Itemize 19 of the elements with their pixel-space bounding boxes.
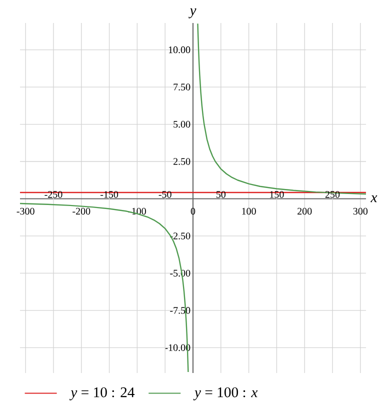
y-tick-label: 2.50	[173, 158, 190, 165]
x2-tick-label: 50	[216, 191, 226, 198]
legend-label: y = 10 : 24	[69, 387, 135, 400]
x2-tick-label: 250	[325, 191, 340, 198]
x-tick-label: 300	[353, 208, 368, 215]
legend-label: y = 100 : x	[193, 387, 258, 400]
y-axis-title: y	[188, 8, 196, 18]
x2-tick-label: -250	[44, 191, 62, 198]
x2-tick-label: 150	[270, 191, 284, 198]
y-tick-label: 10.00	[168, 46, 190, 54]
x-tick-label: -200	[72, 208, 90, 215]
y-tick-label: 5.00	[174, 120, 190, 128]
x-tick-label: -300	[16, 208, 34, 215]
x-tick-label: 200	[298, 208, 312, 215]
x-tick-label: 100	[242, 208, 256, 215]
x-axis-title: x	[370, 195, 378, 202]
x2-tick-label: -50	[158, 191, 172, 198]
y-tick-label: 7.50	[174, 84, 190, 90]
x2-tick-label: -150	[100, 191, 118, 198]
